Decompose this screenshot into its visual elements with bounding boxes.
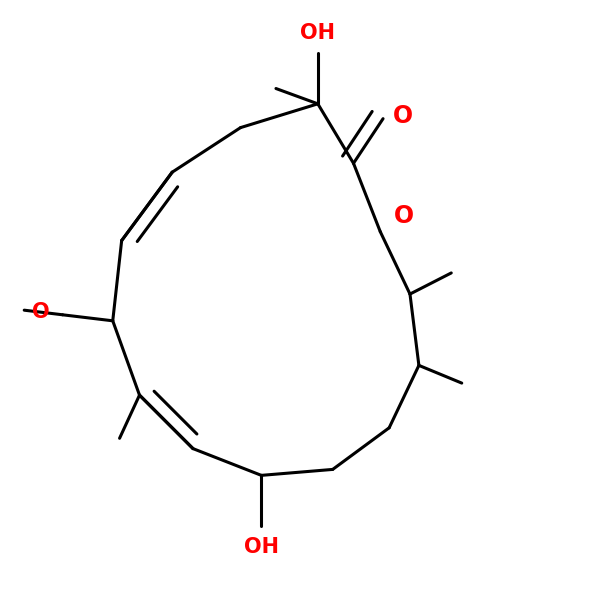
Text: OH: OH	[244, 536, 279, 557]
Text: OH: OH	[301, 23, 335, 43]
Text: O: O	[394, 204, 414, 228]
Text: O: O	[393, 104, 413, 128]
Text: O: O	[32, 302, 50, 322]
